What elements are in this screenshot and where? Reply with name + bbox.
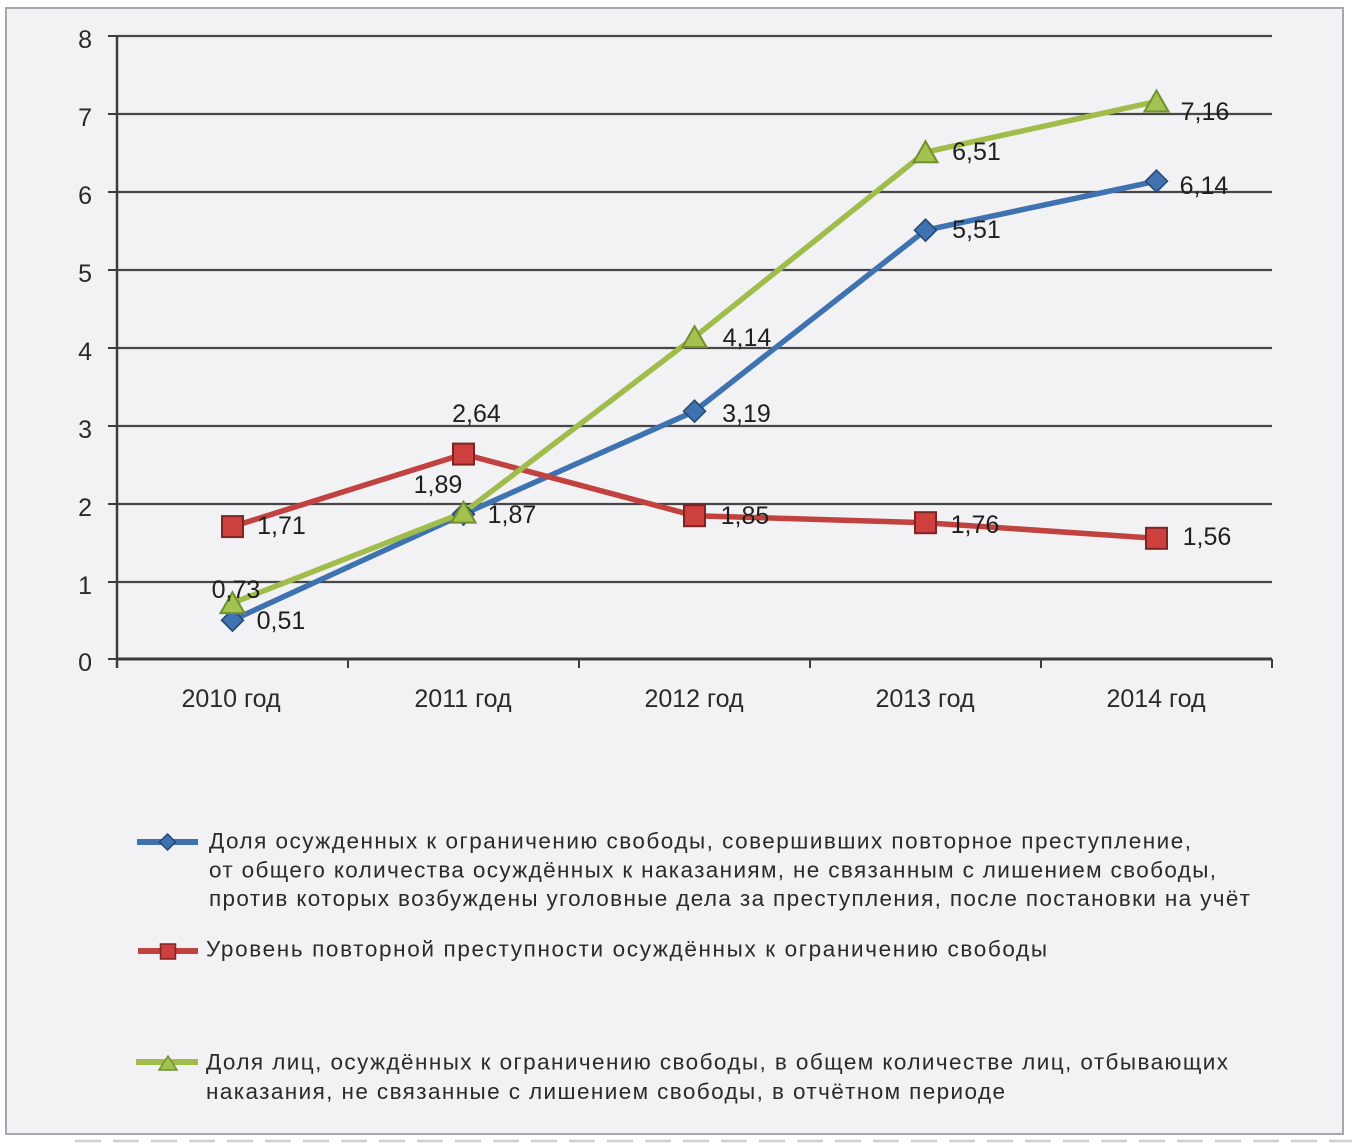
svg-text:7,16: 7,16 [1181, 98, 1230, 126]
svg-text:1,56: 1,56 [1183, 523, 1232, 551]
svg-text:от общего количества осуждённы: от общего количества осуждённых к наказа… [209, 858, 1216, 883]
svg-text:1,85: 1,85 [721, 502, 770, 530]
svg-text:1,87: 1,87 [488, 501, 537, 529]
svg-text:2011 год: 2011 год [414, 685, 512, 713]
svg-text:4: 4 [78, 338, 92, 366]
svg-text:2014 год: 2014 год [1106, 685, 1205, 713]
svg-text:наказания, не связанные с лише: наказания, не связанные с лишением свобо… [206, 1079, 1005, 1104]
svg-text:0,73: 0,73 [212, 576, 261, 604]
svg-text:7: 7 [78, 104, 92, 132]
svg-text:Доля лиц, осуждённых к огранич: Доля лиц, осуждённых к ограничению свобо… [206, 1050, 1229, 1075]
svg-text:0: 0 [78, 649, 92, 677]
svg-text:8: 8 [78, 26, 92, 54]
svg-text:6: 6 [78, 182, 92, 210]
svg-text:3: 3 [78, 416, 92, 444]
svg-text:5,51: 5,51 [952, 216, 1001, 244]
svg-text:Доля осужденных к ограничению: Доля осужденных к ограничению свободы, с… [209, 829, 1191, 854]
svg-text:2,64: 2,64 [452, 400, 501, 428]
svg-text:6,51: 6,51 [952, 138, 1001, 166]
svg-text:2: 2 [78, 494, 92, 522]
svg-text:5: 5 [78, 260, 92, 288]
svg-text:2012 год: 2012 год [644, 685, 743, 713]
svg-text:1,71: 1,71 [257, 512, 306, 540]
svg-text:против которых возбуждены угол: против которых возбуждены уголовные дела… [209, 886, 1250, 911]
svg-text:1,76: 1,76 [951, 511, 1000, 539]
svg-text:3,19: 3,19 [722, 400, 771, 428]
svg-text:2013 год: 2013 год [875, 685, 974, 713]
svg-text:Уровень повторной преступности: Уровень повторной преступности осуждённы… [206, 937, 1047, 962]
svg-text:2010 год: 2010 год [181, 685, 280, 713]
svg-text:6,14: 6,14 [1180, 172, 1229, 200]
svg-text:4,14: 4,14 [723, 324, 772, 352]
svg-text:1,89: 1,89 [414, 471, 463, 499]
svg-text:1: 1 [78, 572, 92, 600]
svg-text:0,51: 0,51 [257, 607, 306, 635]
